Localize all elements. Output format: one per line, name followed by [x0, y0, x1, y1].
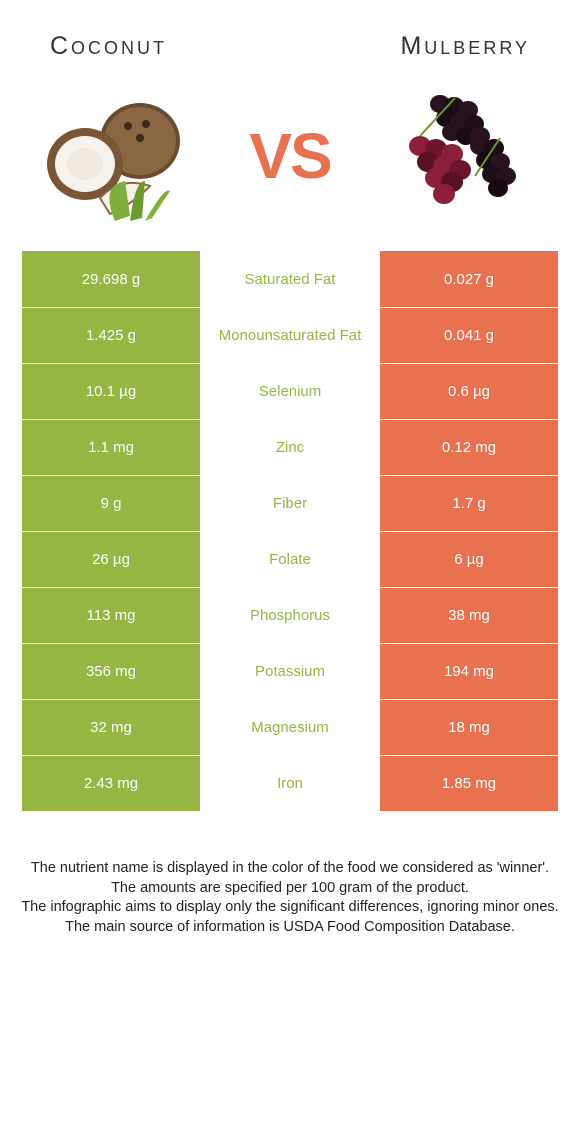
mulberry-image	[380, 86, 550, 226]
title-left: Coconut	[50, 32, 167, 61]
value-right: 6 µg	[380, 532, 558, 587]
footer-notes: The nutrient name is displayed in the co…	[0, 811, 580, 937]
value-left: 26 µg	[22, 532, 200, 587]
table-row: 29.698 gSaturated Fat0.027 g	[22, 251, 558, 307]
comparison-table: 29.698 gSaturated Fat0.027 g1.425 gMonou…	[22, 251, 558, 811]
vs-label: VS	[249, 119, 330, 193]
value-right: 0.041 g	[380, 308, 558, 363]
value-left: 32 mg	[22, 700, 200, 755]
value-left: 1.425 g	[22, 308, 200, 363]
footer-line: The infographic aims to display only the…	[20, 898, 560, 918]
nutrient-label: Fiber	[200, 476, 380, 531]
value-right: 0.12 mg	[380, 420, 558, 475]
nutrient-label: Monounsaturated Fat	[200, 308, 380, 363]
footer-line: The nutrient name is displayed in the co…	[20, 859, 560, 879]
nutrient-label: Zinc	[200, 420, 380, 475]
value-left: 356 mg	[22, 644, 200, 699]
nutrient-label: Folate	[200, 532, 380, 587]
value-left: 9 g	[22, 476, 200, 531]
value-right: 1.85 mg	[380, 756, 558, 811]
nutrient-label: Potassium	[200, 644, 380, 699]
table-row: 26 µgFolate6 µg	[22, 531, 558, 587]
table-row: 356 mgPotassium194 mg	[22, 643, 558, 699]
value-left: 29.698 g	[22, 251, 200, 307]
value-right: 194 mg	[380, 644, 558, 699]
title-right: Mulberry	[400, 32, 530, 61]
footer-line: The amounts are specified per 100 gram o…	[20, 879, 560, 899]
table-row: 2.43 mgIron1.85 mg	[22, 755, 558, 811]
table-row: 32 mgMagnesium18 mg	[22, 699, 558, 755]
nutrient-label: Selenium	[200, 364, 380, 419]
value-right: 0.027 g	[380, 251, 558, 307]
value-right: 0.6 µg	[380, 364, 558, 419]
coconut-image	[30, 86, 200, 226]
nutrient-label: Phosphorus	[200, 588, 380, 643]
nutrient-label: Iron	[200, 756, 380, 811]
table-row: 1.1 mgZinc0.12 mg	[22, 419, 558, 475]
hero: VS	[0, 71, 580, 251]
value-left: 113 mg	[22, 588, 200, 643]
nutrient-label: Saturated Fat	[200, 251, 380, 307]
table-row: 10.1 µgSelenium0.6 µg	[22, 363, 558, 419]
value-left: 1.1 mg	[22, 420, 200, 475]
header: Coconut Mulberry	[0, 0, 580, 71]
value-left: 10.1 µg	[22, 364, 200, 419]
value-right: 38 mg	[380, 588, 558, 643]
table-row: 9 gFiber1.7 g	[22, 475, 558, 531]
table-row: 113 mgPhosphorus38 mg	[22, 587, 558, 643]
value-right: 18 mg	[380, 700, 558, 755]
footer-line: The main source of information is USDA F…	[20, 918, 560, 938]
nutrient-label: Magnesium	[200, 700, 380, 755]
value-left: 2.43 mg	[22, 756, 200, 811]
table-row: 1.425 gMonounsaturated Fat0.041 g	[22, 307, 558, 363]
value-right: 1.7 g	[380, 476, 558, 531]
